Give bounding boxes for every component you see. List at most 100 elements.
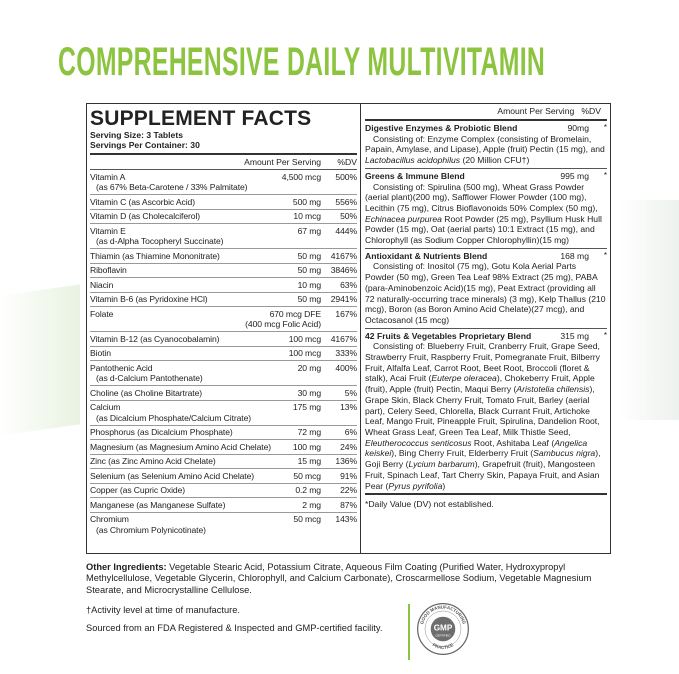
nutrient-label: Calcium [90,402,121,412]
nutrient-amount: 175 mg [278,402,321,423]
nutrient-label: Vitamin D (as Cholecalciferol) [90,211,201,221]
nutrient-name: Vitamin B-6 (as Pyridoxine HCl) [90,294,278,305]
source-note: Sourced from an FDA Registered & Inspect… [86,623,383,634]
nutrient-name: Niacin [90,280,278,291]
amount-detail: (400 mcg Folic Acid) [245,319,321,329]
nutrient-amount: 2 mg [278,500,321,511]
nutrient-source: (as d-Calcium Pantothenate) [96,373,203,383]
other-ingredients: Other Ingredients: Vegetable Stearic Aci… [86,562,626,596]
nutrient-name: Calcium (as Dicalcium Phosphate/Calcium C… [90,402,278,423]
gmp-seal-center-text: GMP [433,624,452,633]
nutrient-amount: 50 mg [278,251,321,262]
servings-per-container: Servings Per Container: 30 [90,140,200,150]
amount-header: Amount Per Serving [244,157,321,167]
blend-desc-segment: Euterpe oleracea [431,373,497,384]
amount-value: 10 mg [297,279,321,290]
nutrient-dv: 4167% [330,250,357,261]
amount-value: 4,500 mcg [281,171,321,182]
nutrient-row: Magnesium (as Magnesium Amino Acid Chela… [90,440,357,455]
nutrient-label: Vitamin B-6 (as Pyridoxine HCl) [90,294,208,304]
nutrient-name: Vitamin D (as Cholecalciferol) [90,211,278,222]
nutrient-source: (as d-Alpha Tocopheryl Succinate) [96,236,224,246]
blend-amount: 995 mg [560,170,589,181]
amount-value: 50 mg [297,294,321,304]
nutrient-name: Vitamin A (as 67% Beta-Carotene / 33% Pal… [90,172,278,193]
nutrient-amount: 30 mg [278,388,321,399]
nutrient-row: Zinc (as Zinc Amino Acid Chelate) 15 mg 13… [90,455,357,469]
nutrient-amount: 670 mcg DFE (400 mcg Folic Acid) [242,309,321,330]
nutrient-name: Manganese (as Manganese Sulfate) [90,500,278,511]
nutrient-dv: 6% [344,427,357,437]
nutrient-label: Vitamin A [90,171,126,182]
blend-dv: * [603,170,607,180]
blend-desc-segment: ), Goji Berry ( [365,448,601,470]
serving-size: Serving Size: 3 Tablets [90,130,183,140]
nutrient-row: Vitamin E (as d-Alpha Tocopheryl Succinat… [90,224,357,249]
nutrient-rows: Vitamin A (as 67% Beta-Carotene / 33% Pal… [90,170,357,537]
nutrient-amount: 10 mcg [278,211,321,222]
nutrient-amount: 100 mcg [278,334,321,345]
nutrient-dv: 87% [340,499,357,510]
nutrient-name: Chromium (as Chromium Polynicotinate) [90,514,278,535]
amount-value: 50 mcg [293,514,321,524]
nutrient-dv: 136% [335,456,357,466]
nutrient-row: Biotin 100 mcg 333% [90,347,357,361]
blend-name: Greens & Immune Blend [365,170,465,181]
nutrient-label: Vitamin E [90,225,126,236]
nutrient-dv: 24% [340,441,357,452]
amount-value: 20 mg [297,362,321,373]
amount-value: 0.2 mg [295,485,321,495]
nutrient-label: Choline (as Choline Bitartrate) [90,387,203,398]
blend-desc-segment: ) [442,480,446,491]
nutrient-name: Vitamin C (as Ascorbic Acid) [90,197,278,208]
vitamins-column: SUPPLEMENT FACTS Serving Size: 3 Tablets… [87,104,361,553]
blend-desc-segment: Eleutherococcus senticosus [365,437,472,448]
background-swoosh [0,284,80,436]
blend-description: Consisting of: Spirulina (500 mg), Wheat… [365,182,607,246]
nutrient-dv: 167% [335,308,357,319]
nutrient-row: Vitamin A (as 67% Beta-Carotene / 33% Pal… [90,170,357,195]
nutrient-row: Selenium (as Selenium Amino Acid Chelate… [90,469,357,484]
amount-value: 100 mg [292,441,321,452]
divider-line [408,603,410,660]
nutrient-label: Vitamin C (as Ascorbic Acid) [90,196,195,207]
blend-name: Antioxidant & Nutrients Blend [365,250,488,261]
amount-value: 30 mg [297,387,321,398]
blend-desc-segment: ), Chokeberry Fruit, Apple (fruit), Appl… [365,373,595,395]
nutrient-amount: 50 mg [278,294,321,305]
nutrient-label: Biotin [90,348,111,358]
blend-desc-segment: Consisting of: Spirulina (500 mg), Wheat… [365,181,598,213]
nutrient-amount: 50 mcg [278,471,321,482]
nutrient-dv: 333% [335,348,357,358]
nutrient-amount: 50 mcg [278,514,321,535]
nutrient-row: Calcium (as Dicalcium Phosphate/Calcium C… [90,401,357,426]
nutrient-amount: 50 mg [278,265,321,276]
nutrient-label: Zinc (as Zinc Amino Acid Chelate) [90,456,216,466]
nutrient-dv: 3846% [330,265,357,275]
nutrient-row: Copper (as Cupric Oxide) 0.2 mg 22% [90,484,357,498]
blend-desc-segment: Echinacea purpurea [365,213,442,224]
nutrient-label: Niacin [90,279,114,290]
nutrient-name: Folate [90,309,242,330]
nutrient-label: Riboflavin [90,265,127,275]
blends-header: Amount Per Serving %DV [365,104,607,121]
amount-value: 100 mcg [288,333,321,344]
amount-value: 500 mg [292,196,321,207]
nutrient-amount: 4,500 mcg [278,172,321,193]
table-header: Amount Per Serving %DV [90,155,357,170]
blend-dv: * [603,250,607,260]
nutrient-amount: 15 mg [278,456,321,467]
nutrient-row: Niacin 10 mg 63% [90,278,357,293]
blend-desc-segment: Consisting of: Inositol (75 mg), Gotu Ko… [365,261,606,325]
blend-desc-segment: (20 Million CFU†) [460,155,530,166]
nutrient-amount: 10 mg [278,280,321,291]
nutrient-label: Vitamin B-12 (as Cyanocobalamin) [90,333,220,344]
blend-desc-segment: Consisting of: Enzyme Complex (consistin… [365,133,605,155]
amount-value: 50 mg [297,265,321,275]
nutrient-dv: 143% [335,514,357,524]
blend-name: Digestive Enzymes & Probiotic Blend [365,123,518,133]
nutrient-label: Chromium [90,514,129,524]
nutrient-name: Choline (as Choline Bitartrate) [90,388,278,399]
blend-description: Consisting of: Blueberry Fruit, Cranberr… [365,341,607,491]
blend-item: Antioxidant & Nutrients Blend 168 mg * Cons… [365,249,607,329]
